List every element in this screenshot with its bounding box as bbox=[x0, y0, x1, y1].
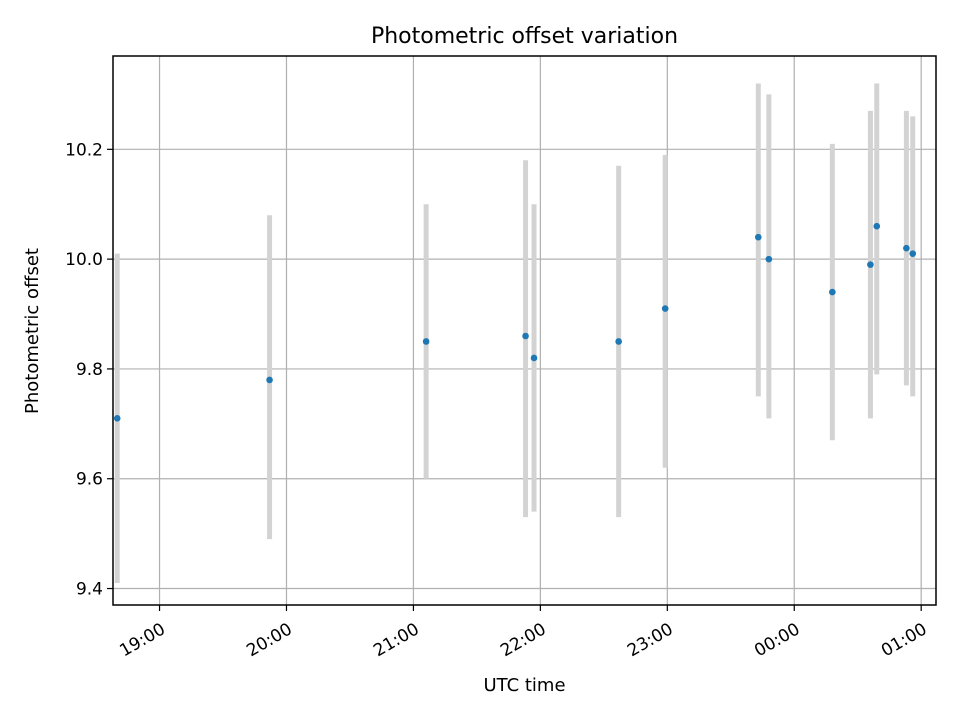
chart-title: Photometric offset variation bbox=[371, 24, 678, 49]
x-tick-label: 21:00 bbox=[370, 619, 422, 661]
y-tick-label: 9.6 bbox=[76, 470, 103, 490]
data-point bbox=[530, 354, 538, 362]
x-tick-label: 01:00 bbox=[878, 619, 930, 661]
x-axis-label: UTC time bbox=[483, 675, 565, 696]
y-tick-label: 9.8 bbox=[76, 360, 103, 380]
data-point bbox=[829, 288, 836, 296]
x-tick-label: 23:00 bbox=[624, 619, 676, 661]
data-point bbox=[522, 332, 529, 340]
data-point bbox=[113, 415, 121, 422]
data-point bbox=[765, 255, 773, 263]
data-point bbox=[754, 233, 762, 241]
y-tick-label: 9.4 bbox=[76, 580, 103, 600]
data-point bbox=[661, 305, 669, 312]
data-points bbox=[113, 222, 917, 422]
axes-frame bbox=[112, 55, 937, 606]
y-axis-label: Photometric offset bbox=[22, 248, 43, 414]
error-bars bbox=[114, 83, 916, 584]
data-point bbox=[422, 338, 430, 345]
x-tick-label: 22:00 bbox=[497, 619, 549, 661]
data-point bbox=[873, 222, 881, 230]
data-point bbox=[867, 261, 874, 268]
x-tick-label: 19:00 bbox=[116, 619, 168, 661]
x-axis-ticks: 19:00 20:00 21:00 22:00 23:00 00:00 01:00 bbox=[116, 605, 930, 661]
data-point bbox=[909, 250, 917, 257]
y-tick-label: 10.0 bbox=[65, 250, 103, 270]
y-tick-label: 10.2 bbox=[65, 140, 103, 160]
y-axis-ticks: 9.4 9.6 9.8 10.0 10.2 bbox=[65, 140, 113, 600]
data-point bbox=[266, 376, 273, 384]
x-tick-label: 20:00 bbox=[243, 619, 295, 661]
data-point bbox=[615, 338, 622, 345]
data-point bbox=[903, 244, 910, 252]
x-tick-label: 00:00 bbox=[751, 619, 803, 661]
